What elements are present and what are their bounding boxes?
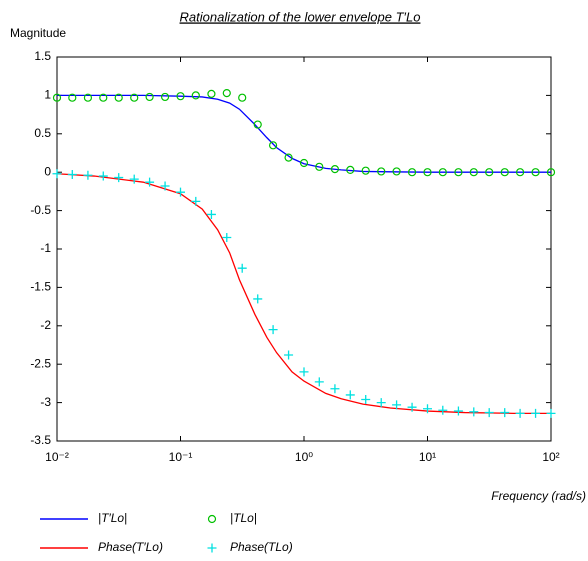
x-tick-label: 10⁰ bbox=[295, 450, 313, 464]
point-marker bbox=[361, 166, 370, 175]
point-marker bbox=[453, 406, 463, 416]
point-marker bbox=[67, 170, 77, 180]
point-marker bbox=[423, 168, 432, 177]
plot-frame bbox=[56, 56, 552, 442]
point-marker bbox=[114, 173, 124, 183]
point-marker bbox=[145, 177, 155, 187]
point-marker bbox=[345, 390, 355, 400]
point-marker bbox=[407, 168, 417, 177]
point-marker bbox=[52, 169, 62, 179]
legend-label: |T′Lo| bbox=[98, 511, 127, 525]
point-marker bbox=[98, 171, 108, 181]
point-marker bbox=[531, 408, 541, 418]
point-marker bbox=[83, 170, 93, 180]
point-marker bbox=[206, 209, 216, 219]
legend-label: Phase(TLo) bbox=[230, 540, 293, 554]
point-marker bbox=[454, 168, 463, 177]
x-tick-label: 10² bbox=[542, 450, 559, 464]
legend-swatch bbox=[207, 543, 217, 553]
point-marker bbox=[253, 120, 262, 129]
chart-title: Rationalization of the lower envelope T′… bbox=[180, 9, 421, 24]
point-marker bbox=[546, 408, 556, 418]
point-marker bbox=[469, 168, 478, 177]
point-marker bbox=[484, 408, 494, 418]
point-marker bbox=[469, 407, 479, 417]
point-marker bbox=[485, 168, 494, 177]
x-tick-label: 10¹ bbox=[419, 450, 436, 464]
point-marker bbox=[299, 367, 309, 377]
point-marker bbox=[284, 350, 294, 360]
y-tick-label: -2.5 bbox=[30, 356, 51, 370]
point-marker bbox=[346, 165, 355, 174]
point-marker bbox=[222, 232, 232, 242]
y-tick-label: -1 bbox=[40, 241, 51, 255]
point-marker bbox=[515, 168, 525, 177]
point-marker bbox=[407, 402, 417, 412]
point-marker bbox=[361, 395, 371, 405]
point-marker bbox=[253, 294, 263, 304]
legend-label: Phase(T′Lo) bbox=[98, 540, 163, 554]
point-marker bbox=[546, 168, 556, 177]
y-tick-label: -3.5 bbox=[30, 433, 51, 447]
y-tick-label: 1 bbox=[44, 88, 51, 102]
point-marker bbox=[129, 174, 139, 184]
point-marker bbox=[114, 93, 123, 102]
point-marker bbox=[392, 400, 402, 410]
point-marker bbox=[330, 384, 340, 394]
y-axis-label: Magnitude bbox=[10, 26, 66, 40]
point-marker bbox=[423, 404, 432, 414]
point-marker bbox=[500, 408, 510, 418]
point-marker bbox=[176, 187, 185, 197]
point-marker bbox=[68, 93, 77, 102]
point-marker bbox=[268, 141, 278, 150]
point-marker bbox=[438, 168, 447, 177]
point-marker bbox=[52, 93, 62, 102]
y-tick-label: 1.5 bbox=[34, 49, 51, 63]
y-tick-label: -1.5 bbox=[30, 280, 51, 294]
point-marker bbox=[515, 408, 525, 418]
point-marker bbox=[191, 91, 200, 100]
series-line bbox=[57, 94, 551, 173]
y-tick-label: -0.5 bbox=[30, 203, 51, 217]
point-marker bbox=[500, 168, 509, 177]
point-marker bbox=[315, 162, 324, 171]
point-marker bbox=[531, 168, 540, 177]
point-marker bbox=[314, 377, 324, 387]
point-marker bbox=[191, 196, 201, 206]
y-tick-label: -2 bbox=[40, 318, 51, 332]
series-line bbox=[56, 173, 551, 414]
legend-swatch bbox=[207, 514, 217, 524]
point-marker bbox=[376, 398, 386, 408]
point-marker bbox=[160, 92, 170, 102]
point-marker bbox=[130, 93, 139, 102]
point-marker bbox=[160, 181, 170, 191]
point-marker bbox=[284, 153, 293, 162]
y-tick-label: 0 bbox=[44, 164, 51, 178]
point-marker bbox=[268, 325, 278, 335]
x-axis-label: Frequency (rad/s) bbox=[491, 489, 586, 503]
point-marker bbox=[377, 167, 386, 176]
y-tick-label: 0.5 bbox=[34, 126, 51, 140]
x-tick-label: 10⁻² bbox=[45, 450, 69, 464]
point-marker bbox=[237, 263, 247, 273]
point-marker bbox=[392, 167, 401, 176]
point-marker bbox=[145, 92, 154, 102]
point-marker bbox=[222, 88, 231, 98]
point-marker bbox=[438, 405, 448, 415]
point-marker bbox=[330, 165, 340, 174]
legend-label: |TLo| bbox=[230, 511, 257, 525]
point-marker bbox=[238, 93, 247, 102]
x-tick-label: 10⁻¹ bbox=[169, 450, 193, 464]
point-marker bbox=[99, 93, 108, 102]
point-marker bbox=[176, 92, 185, 101]
point-marker bbox=[299, 158, 309, 168]
point-marker bbox=[207, 89, 216, 98]
y-tick-label: -3 bbox=[40, 395, 51, 409]
point-marker bbox=[83, 93, 93, 102]
